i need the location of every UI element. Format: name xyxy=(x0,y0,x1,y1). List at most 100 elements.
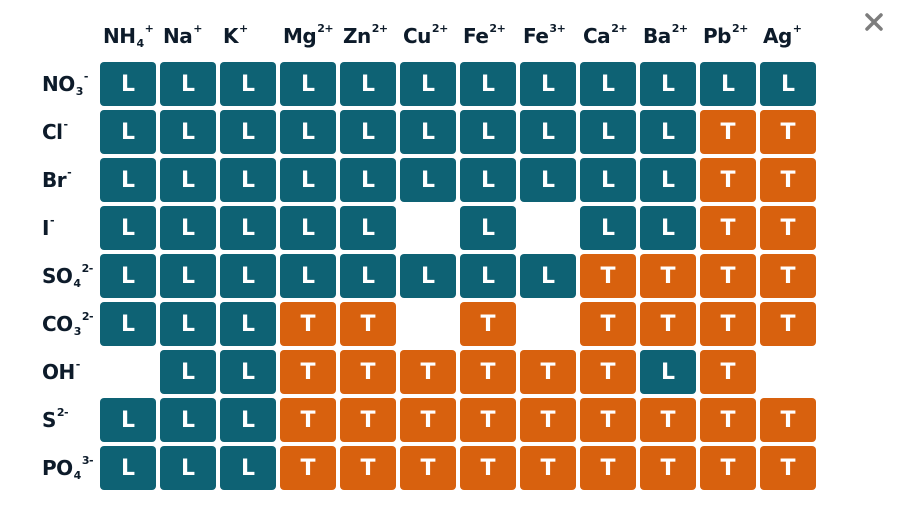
cation-header: Ba 2+ xyxy=(643,20,688,52)
solubility-cell: L xyxy=(460,206,516,250)
ion-symbol: Cu xyxy=(403,24,431,48)
ion-symbol: PO xyxy=(42,456,73,480)
anion-header: CO 3 2- xyxy=(42,302,94,346)
solubility-cell: T xyxy=(700,254,756,298)
cation-header: Na + xyxy=(163,20,202,52)
close-button[interactable] xyxy=(860,8,888,36)
solubility-cell: L xyxy=(580,158,636,202)
solubility-cell: T xyxy=(580,350,636,394)
solubility-cell: L xyxy=(580,110,636,154)
ion-symbol: S xyxy=(42,408,56,432)
solubility-cell: L xyxy=(340,62,396,106)
ion-charge: 2+ xyxy=(611,21,628,35)
solubility-cell: T xyxy=(280,350,336,394)
solubility-cell: T xyxy=(640,302,696,346)
solubility-cell: T xyxy=(340,398,396,442)
solubility-cell: L xyxy=(160,446,216,490)
solubility-cell: T xyxy=(700,206,756,250)
ion-charge: - xyxy=(83,69,89,83)
ion-symbol: NO xyxy=(42,72,75,96)
solubility-cell: T xyxy=(760,254,816,298)
solubility-cell: T xyxy=(760,398,816,442)
solubility-cell: L xyxy=(340,158,396,202)
ion-symbol: I xyxy=(42,216,49,240)
solubility-cell: T xyxy=(580,446,636,490)
solubility-cell: L xyxy=(220,206,276,250)
solubility-cell: T xyxy=(280,398,336,442)
solubility-cell: L xyxy=(340,206,396,250)
solubility-cell: L xyxy=(220,158,276,202)
ion-symbol: Na xyxy=(163,24,193,48)
ion-charge: 2- xyxy=(81,261,94,275)
ion-symbol: Fe xyxy=(523,24,549,48)
solubility-cell: T xyxy=(760,110,816,154)
anion-header: OH - xyxy=(42,350,80,394)
solubility-cell: L xyxy=(280,110,336,154)
solubility-cell: L xyxy=(580,206,636,250)
cation-header: Ag + xyxy=(763,20,802,52)
anion-header: NO 3- xyxy=(42,62,88,106)
solubility-cell: T xyxy=(640,254,696,298)
ion-charge: 2+ xyxy=(489,21,506,35)
solubility-cell: L xyxy=(160,302,216,346)
anion-header: I- xyxy=(42,206,55,250)
solubility-cell: L xyxy=(400,158,456,202)
ion-charge: 2+ xyxy=(731,21,748,35)
ion-charge: 2+ xyxy=(431,21,448,35)
solubility-cell: L xyxy=(340,254,396,298)
solubility-cell: T xyxy=(760,446,816,490)
solubility-cell: T xyxy=(340,350,396,394)
solubility-cell: L xyxy=(100,446,156,490)
ion-symbol: CO xyxy=(42,312,73,336)
ion-charge: - xyxy=(63,117,69,131)
solubility-cell: T xyxy=(700,158,756,202)
ion-charge: 2- xyxy=(56,405,69,419)
anion-header: S 2- xyxy=(42,398,69,442)
solubility-cell: T xyxy=(340,302,396,346)
solubility-cell: L xyxy=(520,62,576,106)
cation-header: Ca 2+ xyxy=(583,20,628,52)
solubility-cell: T xyxy=(700,446,756,490)
ion-symbol: Fe xyxy=(463,24,489,48)
cation-header: Cu 2+ xyxy=(403,20,448,52)
ion-subscript: 4 xyxy=(73,276,81,290)
solubility-cell: L xyxy=(640,62,696,106)
solubility-cell: L xyxy=(100,254,156,298)
solubility-cell: L xyxy=(160,350,216,394)
solubility-cell: T xyxy=(700,398,756,442)
solubility-cell: T xyxy=(700,350,756,394)
ion-charge: - xyxy=(49,213,55,227)
solubility-cell: L xyxy=(400,62,456,106)
solubility-cell: T xyxy=(400,446,456,490)
ion-subscript: 4 xyxy=(73,468,82,482)
solubility-cell: T xyxy=(760,206,816,250)
ion-symbol: K xyxy=(223,24,239,48)
solubility-cell: T xyxy=(760,302,816,346)
ion-symbol: Ba xyxy=(643,24,671,48)
anion-header: SO 4 2- xyxy=(42,254,93,298)
solubility-cell: L xyxy=(700,62,756,106)
solubility-cell: L xyxy=(100,206,156,250)
solubility-cell: L xyxy=(460,62,516,106)
solubility-cell: L xyxy=(220,446,276,490)
ion-symbol: Mg xyxy=(283,24,317,48)
solubility-cell: L xyxy=(220,350,276,394)
ion-charge: + xyxy=(193,21,202,35)
cation-header: Zn 2+ xyxy=(343,20,388,52)
ion-symbol: Br xyxy=(42,168,67,192)
solubility-cell: T xyxy=(460,302,516,346)
cation-header: Fe 2+ xyxy=(463,20,506,52)
ion-charge: + xyxy=(144,21,154,35)
solubility-cell: L xyxy=(520,110,576,154)
solubility-cell: T xyxy=(340,446,396,490)
solubility-cell: L xyxy=(580,62,636,106)
solubility-cell: T xyxy=(700,302,756,346)
ion-charge: - xyxy=(75,357,81,371)
solubility-cell: L xyxy=(280,62,336,106)
solubility-cell: L xyxy=(340,110,396,154)
solubility-cell: L xyxy=(280,158,336,202)
ion-symbol: Zn xyxy=(343,24,371,48)
solubility-cell: L xyxy=(100,398,156,442)
solubility-cell: L xyxy=(280,254,336,298)
solubility-cell: T xyxy=(460,446,516,490)
